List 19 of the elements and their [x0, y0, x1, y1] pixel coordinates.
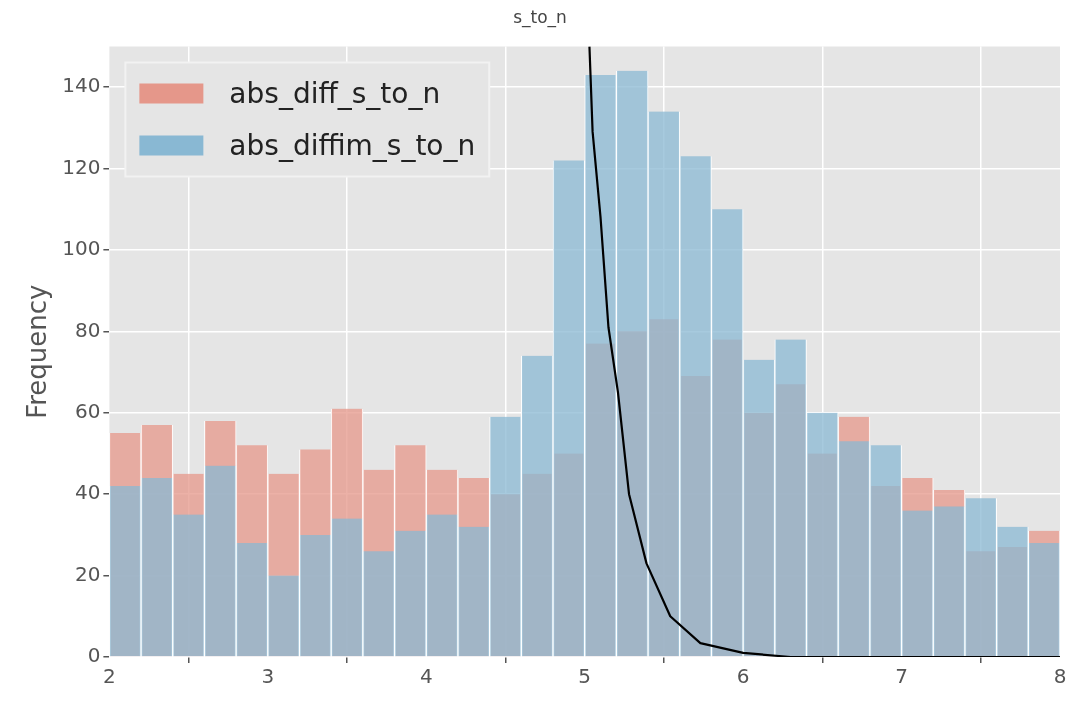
- y-tick-label: 120: [62, 154, 101, 179]
- y-tick-label: 40: [74, 480, 101, 505]
- y-tick-label: 100: [62, 236, 101, 261]
- x-tick-label: 2: [103, 664, 116, 689]
- y-tick-label: 80: [74, 317, 101, 342]
- y-tick-label: 20: [74, 561, 101, 586]
- legend-label: abs_diff_s_to_n: [229, 76, 441, 110]
- x-tick-label: 6: [736, 664, 750, 689]
- y-tick-label: 0: [87, 643, 101, 668]
- y-axis-title: Frequency: [22, 284, 53, 419]
- legend-label: abs_diffim_s_to_n: [229, 128, 476, 162]
- x-tick-label: 3: [261, 664, 275, 689]
- x-tick-label: 5: [578, 664, 592, 689]
- x-tick-label: 4: [419, 664, 433, 689]
- chart-title: s_to_n: [513, 6, 567, 28]
- x-tick-label: 7: [895, 664, 908, 689]
- y-tick-label: 60: [74, 398, 101, 423]
- x-tick-label: 8: [1053, 664, 1067, 689]
- y-tick-label: 140: [62, 73, 101, 98]
